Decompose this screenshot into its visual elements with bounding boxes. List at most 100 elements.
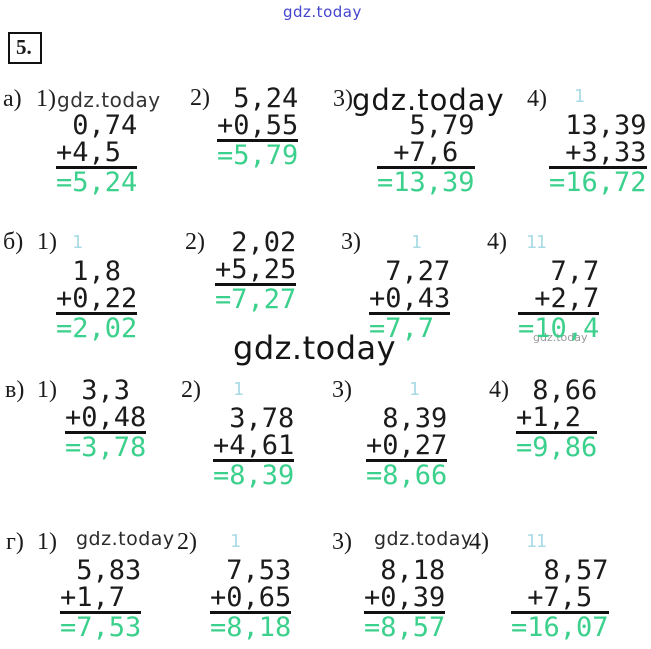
sum-result: =13,39 (377, 167, 475, 198)
addend-top: 3,3 (65, 375, 147, 406)
sum-result: =8,66 (366, 460, 448, 491)
sum-result: =2,02 (56, 313, 138, 344)
row-label-b: б) (3, 229, 24, 255)
problem-label-v3: 3) (332, 377, 352, 403)
addend-top: 8,39 (366, 403, 448, 434)
addend-bottom: +2,7 (518, 283, 600, 315)
problem-a3: 5,79 +7,6 =13,39 (377, 112, 475, 196)
problem-g2: 1 7,53 +0,65 =8,18 (210, 533, 292, 643)
problem-label-a1: 1) (36, 86, 56, 112)
addend-bottom: +0,39 (364, 582, 446, 614)
problem-label-g1: 1) (37, 529, 57, 555)
carry-digits: 1 (411, 232, 422, 253)
problem-label-a3: 3) (333, 86, 353, 112)
problem-b4: 11 7,7 +2,7 =10,4 (518, 234, 600, 344)
problem-b3: 1 7,27 +0,43 =7,7 (369, 234, 451, 344)
problem-label-a2: 2) (190, 85, 210, 111)
sum-result: =3,78 (65, 432, 147, 463)
addend-bottom: +4,5 (56, 137, 138, 169)
sum-result: =5,24 (56, 167, 138, 198)
problem-label-b1: 1) (37, 229, 57, 255)
watermark-gdz-a3: gdz.today (352, 83, 505, 117)
addend-bottom: +0,43 (369, 283, 451, 315)
problem-g1: 5,83 +1,7 =7,53 (60, 555, 142, 643)
watermark-gdz-a1: gdz.today (57, 88, 161, 112)
carry-digits: 1 (409, 379, 420, 400)
problem-label-b4: 4) (487, 229, 507, 255)
addend-bottom: +7,6 (377, 137, 475, 169)
problem-label-v4: 4) (489, 377, 509, 403)
sum-result: =16,07 (511, 612, 609, 643)
addend-top: 5,24 (217, 83, 299, 114)
task-number-box: 5. (8, 32, 42, 64)
problem-label-g3: 3) (332, 529, 352, 555)
addend-top: 7,27 (369, 256, 451, 287)
addend-top: 3,78 (213, 403, 295, 434)
addend-bottom: +1,2 (516, 402, 598, 434)
addend-bottom: +0,48 (65, 402, 147, 434)
sum-result: =10,4 (518, 313, 600, 344)
carry-digits: 11 (526, 232, 547, 253)
carry-digits: 11 (526, 531, 547, 552)
addend-top: 7,7 (518, 256, 600, 287)
problem-g3: 8,18 +0,39 =8,57 (364, 555, 446, 643)
problem-label-b2: 2) (185, 229, 205, 255)
problem-v1: 3,3 +0,48 =3,78 (65, 375, 147, 463)
addend-bottom: +5,25 (215, 254, 297, 286)
problem-a2: 5,24 +0,55 =5,79 (217, 83, 299, 171)
addend-top: 1,8 (56, 256, 138, 287)
carry-digits: 1 (233, 379, 244, 400)
problem-label-v1: 1) (37, 377, 57, 403)
addend-bottom: +0,27 (366, 430, 448, 462)
problem-a1: 0,74 +4,5 =5,24 (56, 110, 138, 198)
problem-label-g2: 2) (177, 529, 197, 555)
watermark-gdz-g1: gdz.today (76, 528, 175, 550)
sum-result: =8,57 (364, 612, 446, 643)
addend-top: 13,39 (549, 110, 647, 141)
addend-bottom: +0,22 (56, 283, 138, 315)
problem-label-b3: 3) (341, 229, 361, 255)
addend-bottom: +0,65 (210, 582, 292, 614)
problem-a4: 1 13,39 +3,33 =16,72 (549, 88, 647, 198)
sum-result: =8,18 (210, 612, 292, 643)
sum-result: =16,72 (549, 167, 647, 198)
site-link[interactable]: gdz.today (283, 3, 362, 21)
row-label-a: а) (3, 86, 22, 112)
sum-result: =8,39 (213, 460, 295, 491)
addend-bottom: +7,5 (511, 582, 609, 614)
row-label-v: в) (5, 377, 25, 403)
carry-digits: 1 (230, 531, 241, 552)
problem-v3: 1 8,39 +0,27 =8,66 (366, 381, 448, 491)
addend-top: 8,66 (516, 375, 598, 406)
problem-v4: 8,66 +1,2 =9,86 (516, 375, 598, 463)
sum-result: =7,53 (60, 612, 142, 643)
row-label-g: г) (6, 529, 24, 555)
carry-digits: 1 (574, 86, 585, 107)
problem-g4: 11 8,57 +7,5 =16,07 (511, 533, 609, 643)
addend-top: 2,02 (215, 227, 297, 258)
problem-b1: 1 1,8 +0,22 =2,02 (56, 234, 138, 344)
addend-top: 8,57 (511, 555, 609, 586)
problem-label-a4: 4) (527, 86, 547, 112)
addend-top: 7,53 (210, 555, 292, 586)
watermark-gdz-small: gdz.today (533, 331, 588, 344)
addend-top: 5,79 (377, 110, 475, 141)
addend-bottom: +0,55 (217, 110, 299, 142)
problem-label-v2: 2) (181, 377, 201, 403)
addend-top: 8,18 (364, 555, 446, 586)
addend-top: 5,83 (60, 555, 142, 586)
sum-result: =7,7 (369, 313, 435, 344)
watermark-gdz-center: gdz.today (233, 329, 397, 367)
problem-v2: 1 3,78 +4,61 =8,39 (213, 381, 295, 491)
addend-bottom: +1,7 (60, 582, 142, 614)
carry-digits: 1 (72, 232, 83, 253)
sum-result: =9,86 (516, 432, 598, 463)
addend-top: 0,74 (56, 110, 138, 141)
addend-bottom: +3,33 (549, 137, 647, 169)
watermark-gdz-g3: gdz.today (374, 528, 473, 550)
sum-result: =5,79 (217, 140, 299, 171)
addend-bottom: +4,61 (213, 430, 295, 462)
sum-result: =7,27 (215, 284, 297, 315)
problem-b2: 2,02 +5,25 =7,27 (215, 227, 297, 315)
problem-label-g4: 4) (469, 529, 489, 555)
